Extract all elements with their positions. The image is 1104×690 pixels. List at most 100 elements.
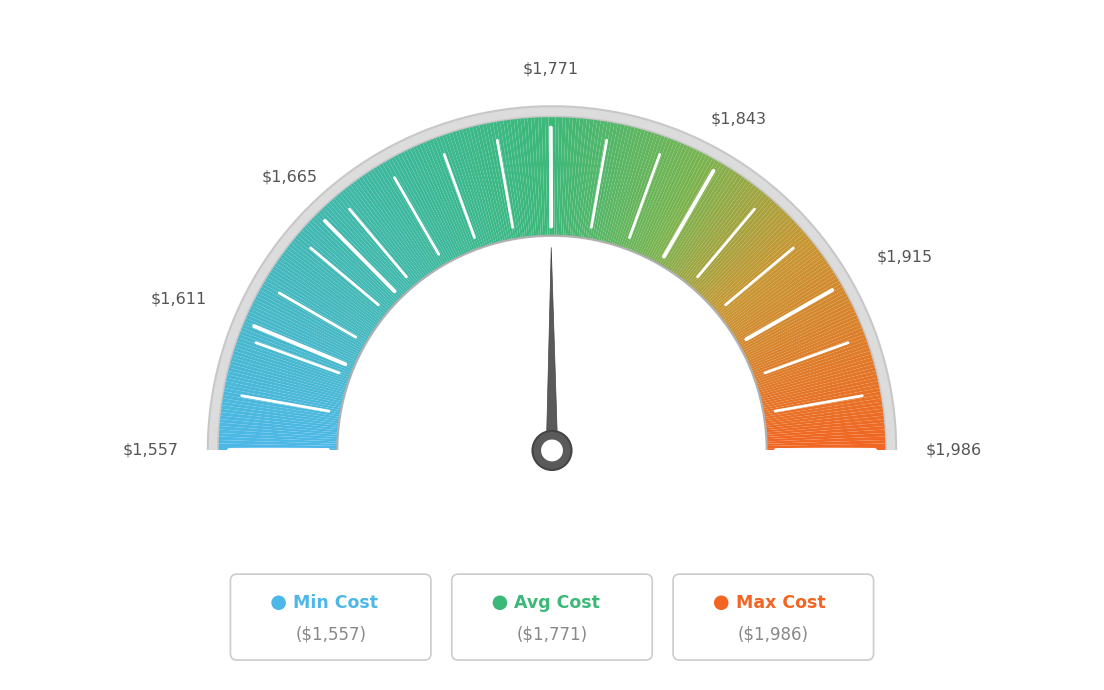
Wedge shape bbox=[726, 257, 826, 328]
Wedge shape bbox=[743, 302, 852, 357]
Wedge shape bbox=[659, 162, 722, 266]
Wedge shape bbox=[302, 228, 393, 309]
Wedge shape bbox=[221, 412, 340, 428]
Wedge shape bbox=[337, 194, 416, 287]
Wedge shape bbox=[220, 415, 340, 431]
Wedge shape bbox=[734, 278, 839, 342]
Wedge shape bbox=[559, 117, 566, 237]
Wedge shape bbox=[744, 306, 853, 359]
Wedge shape bbox=[757, 361, 874, 395]
Wedge shape bbox=[709, 225, 799, 308]
Wedge shape bbox=[730, 266, 831, 334]
Wedge shape bbox=[563, 117, 573, 237]
Wedge shape bbox=[329, 201, 411, 292]
Wedge shape bbox=[507, 120, 526, 239]
Wedge shape bbox=[290, 241, 386, 318]
Wedge shape bbox=[234, 348, 349, 386]
Wedge shape bbox=[740, 293, 848, 351]
Wedge shape bbox=[762, 384, 880, 411]
Wedge shape bbox=[327, 203, 410, 293]
Wedge shape bbox=[700, 210, 785, 298]
Wedge shape bbox=[765, 430, 884, 440]
Wedge shape bbox=[243, 322, 355, 370]
Wedge shape bbox=[545, 117, 550, 237]
Wedge shape bbox=[616, 132, 655, 248]
Wedge shape bbox=[723, 252, 821, 325]
Wedge shape bbox=[764, 412, 883, 428]
Wedge shape bbox=[607, 128, 641, 245]
Wedge shape bbox=[693, 201, 775, 292]
Wedge shape bbox=[765, 433, 885, 442]
Wedge shape bbox=[765, 419, 884, 433]
Wedge shape bbox=[413, 146, 465, 256]
Wedge shape bbox=[618, 133, 658, 248]
Wedge shape bbox=[340, 191, 417, 286]
Wedge shape bbox=[362, 175, 432, 275]
Wedge shape bbox=[235, 344, 350, 384]
Text: Avg Cost: Avg Cost bbox=[514, 594, 601, 612]
Wedge shape bbox=[456, 130, 492, 246]
Wedge shape bbox=[587, 122, 611, 240]
Circle shape bbox=[272, 595, 286, 610]
Wedge shape bbox=[623, 136, 665, 250]
Wedge shape bbox=[446, 133, 486, 248]
Wedge shape bbox=[224, 384, 342, 411]
Wedge shape bbox=[416, 145, 467, 255]
Wedge shape bbox=[713, 233, 807, 313]
Wedge shape bbox=[280, 255, 380, 327]
Wedge shape bbox=[590, 122, 615, 241]
Wedge shape bbox=[285, 249, 382, 323]
Wedge shape bbox=[389, 159, 449, 264]
Wedge shape bbox=[698, 208, 783, 296]
Wedge shape bbox=[528, 118, 539, 237]
Wedge shape bbox=[662, 166, 728, 269]
Wedge shape bbox=[267, 275, 371, 340]
Wedge shape bbox=[245, 318, 357, 368]
Wedge shape bbox=[342, 189, 420, 284]
Wedge shape bbox=[665, 167, 731, 270]
Wedge shape bbox=[368, 171, 436, 273]
Wedge shape bbox=[404, 150, 459, 259]
Wedge shape bbox=[510, 119, 528, 239]
Wedge shape bbox=[513, 119, 530, 238]
Wedge shape bbox=[764, 408, 883, 426]
Wedge shape bbox=[482, 124, 510, 242]
Wedge shape bbox=[765, 426, 884, 437]
Wedge shape bbox=[652, 157, 712, 264]
Wedge shape bbox=[538, 117, 545, 237]
Wedge shape bbox=[283, 252, 381, 325]
Wedge shape bbox=[295, 235, 389, 315]
Wedge shape bbox=[687, 191, 764, 286]
Wedge shape bbox=[278, 257, 378, 328]
Wedge shape bbox=[760, 375, 878, 404]
Wedge shape bbox=[534, 117, 543, 237]
Wedge shape bbox=[463, 128, 497, 245]
Wedge shape bbox=[220, 430, 339, 440]
Wedge shape bbox=[765, 440, 885, 446]
Wedge shape bbox=[242, 324, 354, 372]
Wedge shape bbox=[762, 388, 880, 413]
Wedge shape bbox=[601, 126, 631, 243]
Wedge shape bbox=[765, 444, 885, 448]
Wedge shape bbox=[309, 220, 397, 304]
Wedge shape bbox=[733, 275, 837, 340]
Wedge shape bbox=[224, 388, 342, 413]
Wedge shape bbox=[255, 296, 363, 353]
Wedge shape bbox=[721, 246, 817, 322]
Wedge shape bbox=[578, 120, 597, 239]
Wedge shape bbox=[466, 128, 499, 244]
Wedge shape bbox=[594, 124, 622, 242]
Wedge shape bbox=[250, 308, 359, 362]
Wedge shape bbox=[420, 144, 469, 255]
Wedge shape bbox=[637, 145, 688, 255]
Polygon shape bbox=[546, 247, 558, 451]
Wedge shape bbox=[287, 246, 383, 322]
Wedge shape bbox=[311, 217, 400, 303]
Circle shape bbox=[492, 595, 507, 610]
Wedge shape bbox=[223, 395, 341, 417]
Wedge shape bbox=[238, 334, 352, 378]
Wedge shape bbox=[259, 287, 367, 348]
Wedge shape bbox=[572, 119, 587, 238]
Wedge shape bbox=[476, 125, 506, 243]
Wedge shape bbox=[262, 284, 368, 346]
